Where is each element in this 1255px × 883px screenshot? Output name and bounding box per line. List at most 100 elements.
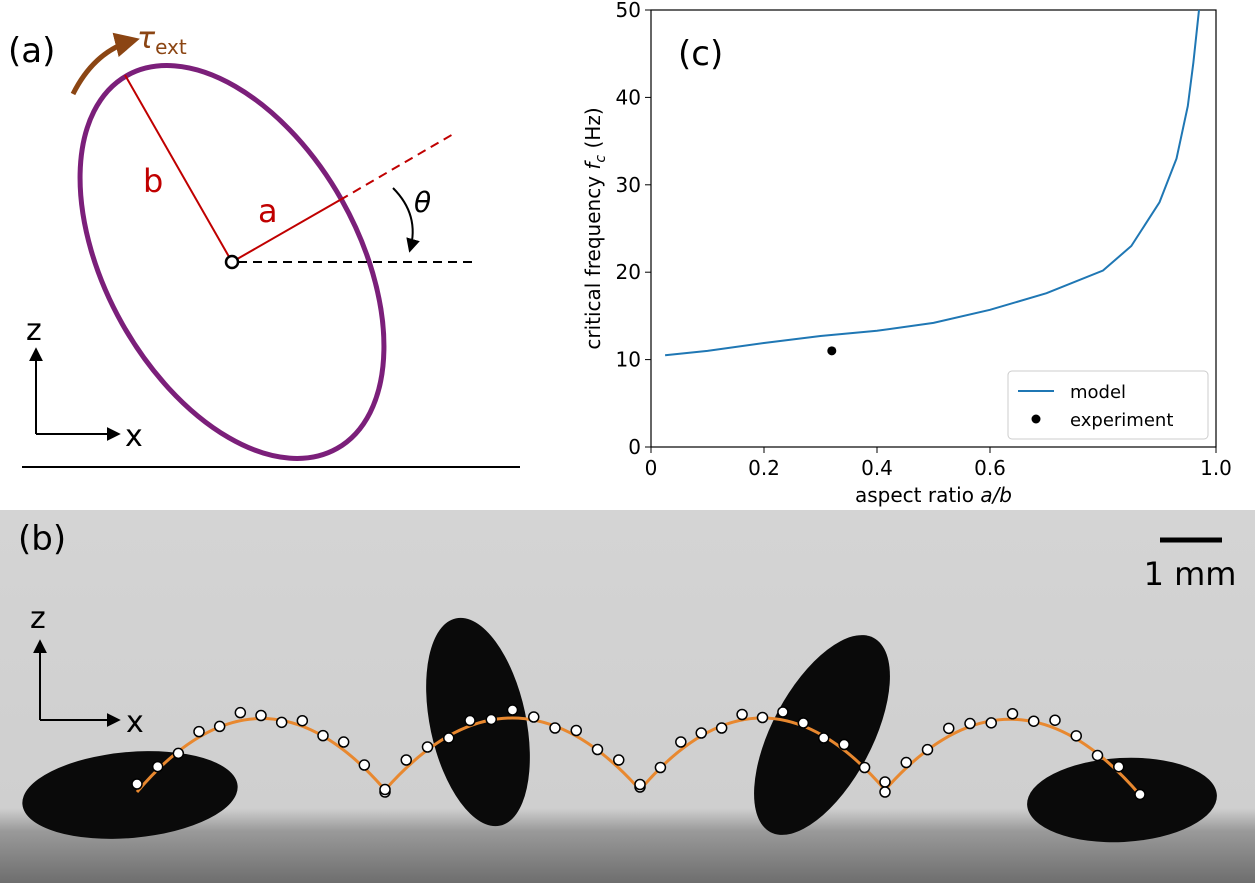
- panel-c: 0 10 20 30 40 50 0 0.2 0.4 0.6 1.0 aspect ratio a/b…: [581, 0, 1232, 507]
- torque-symbol: τ: [137, 21, 156, 56]
- y-axis-label-text: critical frequency: [581, 170, 605, 350]
- tracked-point: [1049, 714, 1061, 726]
- tracked-point: [1028, 715, 1040, 727]
- tracked-point: [879, 786, 891, 798]
- tracked-point: [695, 727, 707, 739]
- tracked-point: [234, 706, 247, 719]
- semi-axis-b: [124, 74, 233, 263]
- tracked-point: [613, 754, 625, 766]
- panel-label: (c): [678, 34, 723, 74]
- panel-label: (b): [18, 519, 66, 559]
- tracked-point: [715, 722, 728, 734]
- tracked-point: [943, 722, 955, 735]
- model-line: [664, 9, 1200, 357]
- theta-arrow: [392, 187, 420, 253]
- label-b: b: [143, 162, 163, 200]
- tracked-point: [736, 708, 748, 721]
- y-tick-label: 50: [616, 0, 641, 22]
- torque-arrow: [70, 32, 140, 96]
- legend-label: model: [1070, 382, 1126, 403]
- legend-swatch: [1031, 414, 1041, 424]
- z-label: z: [30, 601, 46, 636]
- x-axis-label-text: aspect ratio: [855, 483, 980, 507]
- tracked-point: [818, 732, 830, 744]
- tracked-point: [485, 713, 497, 726]
- experiment-point: [827, 346, 837, 356]
- tracked-point: [858, 761, 871, 774]
- y-axis-label-var: f: [581, 160, 605, 170]
- x-tick-label: 0.2: [748, 456, 780, 480]
- panel-b: (b) 1 mm z x: [0, 510, 1255, 883]
- particle: [22, 751, 238, 839]
- x-tick-label: 0.6: [974, 456, 1006, 480]
- axis-extension: [339, 132, 456, 201]
- x-label: x: [126, 705, 144, 740]
- tracked-point: [879, 776, 891, 788]
- tracked-point: [654, 761, 667, 774]
- x-label: x: [125, 419, 143, 454]
- tracked-point: [421, 741, 434, 753]
- y-tick-label: 20: [616, 260, 641, 284]
- tracked-point: [358, 759, 371, 771]
- tracked-point: [1091, 749, 1104, 762]
- tracked-point: [528, 711, 540, 723]
- tracked-point: [151, 760, 164, 773]
- y-tick-label: 10: [616, 348, 641, 372]
- tracked-point: [777, 706, 789, 718]
- tracked-point: [1006, 708, 1019, 720]
- particle: [1027, 757, 1217, 843]
- tracked-point: [634, 778, 646, 791]
- tracked-point: [255, 709, 267, 722]
- x-axis-label: aspect ratio a/b: [855, 483, 1012, 507]
- tracked-point: [838, 738, 850, 751]
- tracked-point: [337, 736, 350, 748]
- tracked-point: [900, 756, 912, 769]
- y-tick-label: 40: [616, 85, 641, 109]
- label-theta: θ: [414, 186, 431, 219]
- semi-axis-a: [231, 199, 341, 263]
- tracked-point: [296, 714, 309, 727]
- y-axis-label-sub: c: [593, 155, 609, 163]
- tracked-point: [756, 711, 769, 724]
- tracked-point: [985, 717, 997, 729]
- tracked-point: [1070, 730, 1082, 742]
- tracked-point: [675, 736, 687, 748]
- tracked-point: [591, 743, 604, 756]
- tracked-point: [964, 717, 976, 730]
- tracked-point: [464, 714, 476, 727]
- legend-label: experiment: [1070, 410, 1173, 431]
- y-axis-label: critical frequency fc (Hz): [581, 107, 609, 349]
- x-tick-label: 0.4: [861, 456, 893, 480]
- tracked-point: [443, 732, 455, 744]
- tracked-point: [172, 747, 185, 760]
- label-a: a: [258, 192, 278, 230]
- scale-label: 1 mm: [1144, 555, 1237, 593]
- tracked-point: [213, 720, 226, 733]
- x-axis-label-var: a/b: [980, 483, 1012, 507]
- tracked-point: [379, 783, 391, 796]
- tracked-point: [193, 725, 205, 738]
- y-tick-label: 30: [616, 173, 641, 197]
- tracked-point: [570, 724, 582, 737]
- y-tick-label: 0: [628, 435, 641, 459]
- tracked-point: [506, 704, 519, 716]
- tracked-point: [275, 716, 288, 729]
- tracked-point: [1134, 788, 1146, 801]
- tracked-point: [797, 717, 810, 729]
- tracked-point: [1113, 760, 1125, 773]
- torque-label: τext: [137, 21, 187, 59]
- panel-a: (a) τext b a θ z x: [8, 21, 520, 468]
- z-label: z: [26, 313, 42, 348]
- tracked-point: [921, 743, 934, 756]
- x-tick-label: 0: [645, 456, 658, 480]
- tracked-point: [317, 729, 329, 742]
- x-tick-label: 1.0: [1200, 456, 1232, 480]
- pivot: [224, 254, 240, 270]
- ellipse: [77, 63, 387, 461]
- torque-subscript: ext: [155, 35, 187, 59]
- y-axis-label-unit: (Hz): [581, 107, 605, 155]
- tracked-point: [131, 778, 143, 790]
- legend-box: [1007, 370, 1209, 440]
- tracked-point: [400, 754, 412, 766]
